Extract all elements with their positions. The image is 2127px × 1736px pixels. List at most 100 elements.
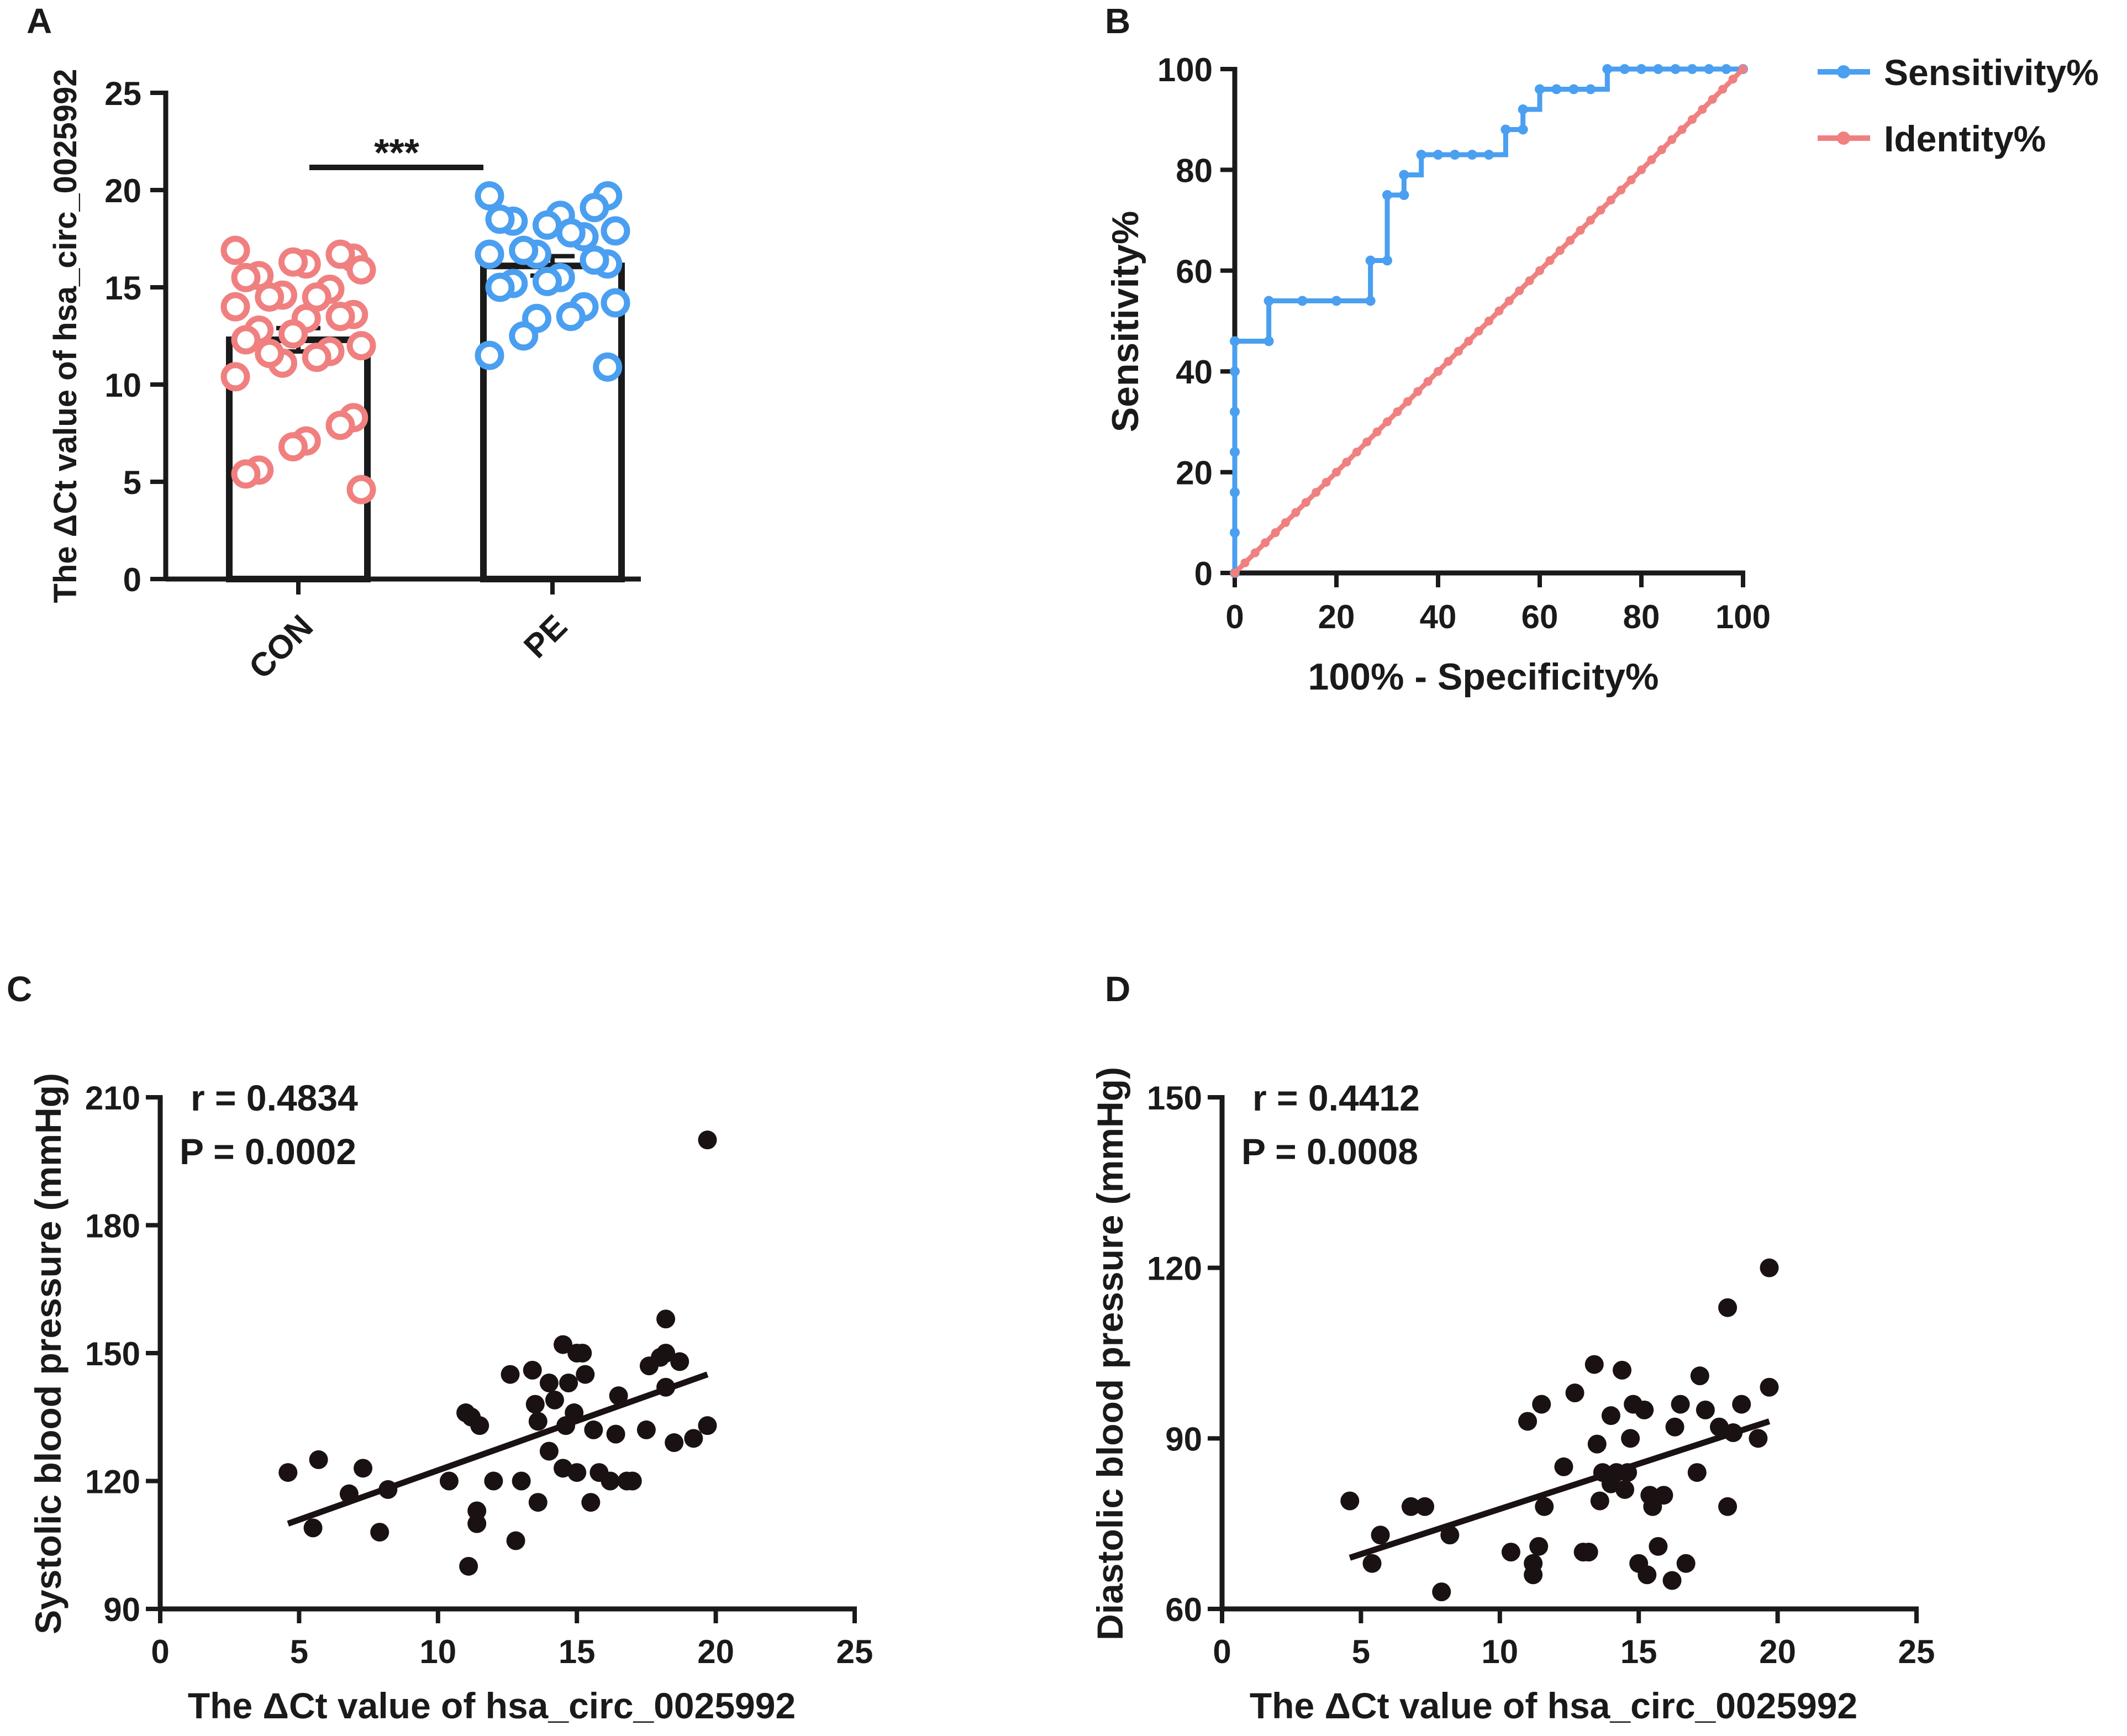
bar-pe xyxy=(480,262,625,582)
data-point-sensitivity xyxy=(1501,124,1511,135)
x-tick-label: 40 xyxy=(1420,598,1457,635)
data-point xyxy=(303,1518,323,1538)
y-tick-label: 120 xyxy=(1147,1250,1202,1287)
data-point xyxy=(1518,1412,1538,1431)
data-point-identity xyxy=(1322,477,1331,487)
data-point-sensitivity xyxy=(1263,336,1274,346)
y-tick-label: 60 xyxy=(1176,253,1213,290)
data-point xyxy=(656,1344,676,1363)
data-point xyxy=(1579,1543,1598,1562)
data-point-sensitivity xyxy=(1230,447,1240,457)
y-tick-label: 40 xyxy=(1176,354,1213,391)
data-point xyxy=(1584,1355,1604,1374)
data-point-sensitivity xyxy=(1636,64,1646,74)
data-point-identity xyxy=(1504,296,1514,306)
data-point-identity xyxy=(1728,75,1738,84)
data-point-sensitivity xyxy=(1365,296,1376,306)
data-point-identity xyxy=(1596,206,1605,215)
y-tick-label: 0 xyxy=(123,561,141,598)
data-point xyxy=(698,1130,717,1150)
data-point-identity xyxy=(1312,488,1321,497)
y-tick-label: 90 xyxy=(1165,1421,1202,1458)
data-point xyxy=(523,1360,542,1380)
data-point-con xyxy=(302,343,331,372)
data-point-sensitivity xyxy=(1331,296,1341,306)
data-point-sensitivity xyxy=(1297,296,1308,306)
data-point-identity xyxy=(1718,85,1728,94)
legend-label: Sensitivity% xyxy=(1884,52,2099,93)
data-point-identity xyxy=(1291,508,1301,517)
data-point xyxy=(684,1429,703,1448)
data-point xyxy=(1587,1434,1607,1454)
y-tick-label: 25 xyxy=(104,75,141,112)
data-point xyxy=(1601,1406,1620,1425)
data-point xyxy=(459,1556,478,1576)
p-value-label: P = 0.0002 xyxy=(180,1131,356,1172)
data-point-identity xyxy=(1708,94,1717,104)
x-tick-label: 0 xyxy=(1225,598,1244,635)
data-point xyxy=(506,1531,525,1550)
legend-swatch-marker xyxy=(1837,65,1850,78)
y-axis-label: Sensitivity% xyxy=(1104,211,1146,433)
data-point-sensitivity xyxy=(1467,150,1477,160)
data-point-pe xyxy=(509,235,539,265)
y-tick-label: 100 xyxy=(1157,51,1213,88)
data-point xyxy=(470,1416,489,1435)
y-tick-label: 15 xyxy=(104,270,141,307)
x-axis-label: The ΔCt value of hsa_circ_0025992 xyxy=(188,1685,796,1726)
y-axis-label: Diastolic blood pressure (mmHg) xyxy=(1089,1067,1130,1640)
p-value-label: P = 0.0008 xyxy=(1241,1131,1418,1172)
data-point xyxy=(1432,1582,1451,1602)
data-point-con xyxy=(278,247,308,277)
correlation-r-label: r = 0.4834 xyxy=(191,1077,358,1118)
data-point-identity xyxy=(1739,65,1747,73)
data-point-identity xyxy=(1362,437,1372,446)
data-point-pe xyxy=(533,210,562,240)
x-tick-label: 20 xyxy=(1759,1633,1796,1670)
data-point xyxy=(665,1433,684,1453)
data-point-identity xyxy=(1261,538,1270,548)
x-tick-label: 25 xyxy=(836,1633,873,1670)
x-tick-label: 10 xyxy=(419,1633,456,1670)
data-point-sensitivity xyxy=(1518,104,1528,114)
x-tick-label: 25 xyxy=(1898,1633,1935,1670)
data-point-sensitivity xyxy=(1687,64,1697,74)
y-tick-label: 180 xyxy=(85,1208,140,1245)
data-point xyxy=(698,1416,717,1435)
x-axis-label: 100% - Specificity% xyxy=(1308,656,1659,698)
data-point-pe xyxy=(593,352,623,382)
data-point xyxy=(1690,1366,1709,1386)
panel-d: 60 90 120 150 0 5 10 15 20 25 The ΔCt value of hsa… xyxy=(1089,1067,1935,1726)
panel-letter-a: A xyxy=(27,1,52,41)
correlation-r-label: r = 0.4412 xyxy=(1252,1077,1420,1118)
data-point xyxy=(1635,1400,1654,1419)
x-tick-label: 100 xyxy=(1715,598,1771,635)
data-point-identity xyxy=(1352,448,1361,457)
data-point-sensitivity xyxy=(1450,150,1460,160)
data-point-identity xyxy=(1657,145,1666,154)
data-point-identity xyxy=(1566,236,1575,245)
data-point-identity xyxy=(1484,317,1493,325)
data-point-sensitivity xyxy=(1535,84,1545,94)
data-point xyxy=(1590,1491,1609,1511)
data-point-sensitivity xyxy=(1670,64,1681,74)
data-point-pe xyxy=(475,239,504,269)
data-point-identity xyxy=(1606,196,1615,205)
data-point xyxy=(584,1420,603,1439)
data-point-con xyxy=(255,339,285,369)
data-point xyxy=(539,1442,559,1461)
data-point xyxy=(1501,1543,1520,1562)
data-point-sensitivity xyxy=(1230,407,1240,417)
data-point-identity xyxy=(1555,246,1565,255)
data-point-identity xyxy=(1494,306,1504,315)
data-point-sensitivity xyxy=(1382,190,1392,200)
data-point-sensitivity xyxy=(1230,487,1240,498)
y-tick-label: 210 xyxy=(85,1080,140,1117)
significance-label: *** xyxy=(374,131,419,174)
data-point-con xyxy=(220,235,250,265)
data-point-sensitivity xyxy=(1721,64,1731,74)
y-tick-label: 80 xyxy=(1176,152,1213,189)
data-point xyxy=(1615,1480,1635,1499)
x-tick-label: 0 xyxy=(151,1633,169,1670)
data-point xyxy=(370,1523,389,1542)
